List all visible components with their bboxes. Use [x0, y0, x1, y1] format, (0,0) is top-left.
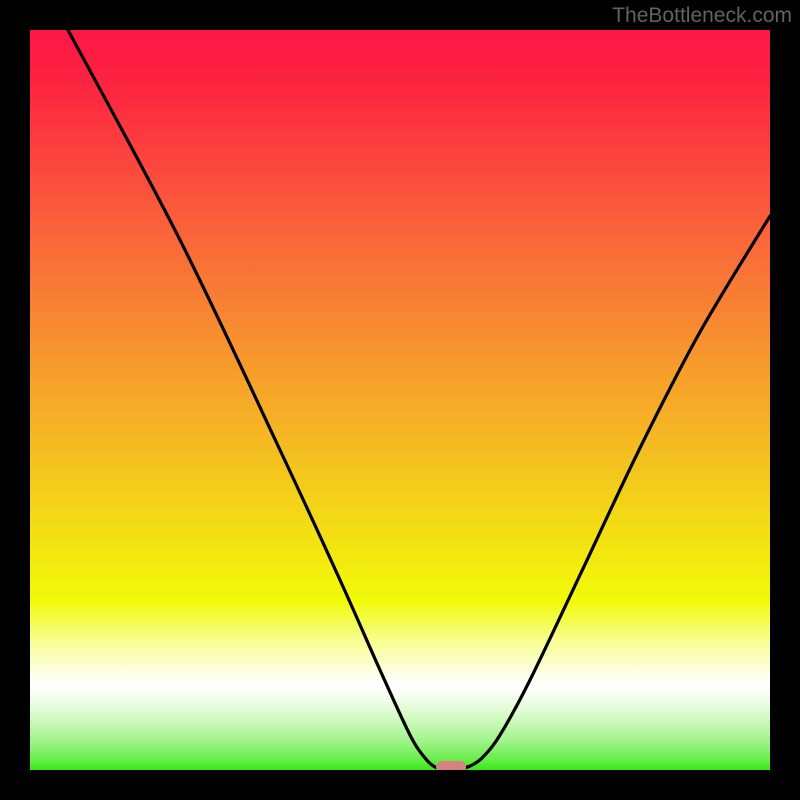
watermark-text: TheBottleneck.com — [612, 4, 792, 28]
optimum-marker — [436, 761, 466, 770]
bottleneck-curve — [30, 30, 770, 770]
plot-area — [30, 30, 770, 770]
outer-frame: TheBottleneck.com — [0, 0, 800, 800]
